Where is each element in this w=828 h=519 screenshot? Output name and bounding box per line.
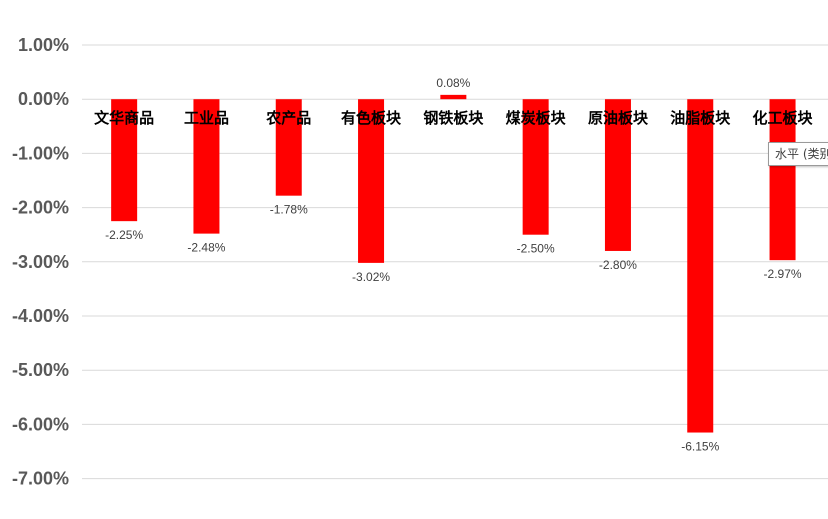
bar: [440, 94, 467, 100]
category-label: 钢铁板块: [423, 109, 484, 127]
y-tick-label: -7.00%: [12, 469, 69, 489]
data-label: -1.78%: [270, 203, 308, 217]
y-tick-label: -1.00%: [12, 143, 69, 163]
data-label: -3.02%: [352, 270, 390, 284]
category-label: 原油板块: [588, 109, 649, 127]
bar: [358, 99, 385, 263]
bar: [275, 99, 302, 196]
y-tick-label: -4.00%: [12, 306, 69, 326]
data-label: -2.50%: [517, 242, 555, 256]
category-label: 工业品: [184, 109, 229, 127]
bar: [769, 99, 796, 261]
data-label: 0.08%: [436, 76, 470, 90]
data-label: -2.80%: [599, 258, 637, 272]
data-label: -2.25%: [105, 228, 143, 242]
data-label: -2.97%: [764, 267, 802, 281]
bar: [522, 99, 549, 235]
category-label: 农产品: [265, 109, 311, 127]
data-label: -2.48%: [187, 241, 225, 255]
category-label: 有色板块: [341, 109, 402, 127]
axis-tooltip: 水平 (类别: [768, 142, 828, 166]
bars: [111, 94, 796, 433]
category-label: 化工板块: [753, 109, 814, 127]
bar: [193, 99, 220, 234]
bar: [111, 99, 138, 222]
data-label: -6.15%: [681, 440, 719, 454]
category-label: 煤炭板块: [506, 109, 567, 127]
category-label: 油脂板块: [670, 109, 731, 127]
y-tick-label: -5.00%: [12, 360, 69, 380]
y-axis: 1.00% 0.00% -1.00% -2.00% -3.00% -4.00% -5.00%…: [12, 35, 69, 489]
bar: [604, 99, 631, 251]
y-tick-label: 0.00%: [18, 89, 69, 109]
category-labels: 文华商品 工业品 农产品 有色板块 钢铁板块 煤炭板块 原油板块 油脂板块 化工板块: [94, 109, 813, 127]
category-label: 文华商品: [94, 109, 154, 127]
y-tick-label: -6.00%: [12, 414, 69, 434]
y-tick-label: -3.00%: [12, 252, 69, 272]
y-tick-label: -2.00%: [12, 198, 69, 218]
bar: [687, 99, 714, 433]
y-tick-label: 1.00%: [18, 35, 69, 55]
data-labels: -2.25% -2.48% -1.78% -3.02% 0.08% -2.50% -2.80…: [105, 76, 802, 454]
